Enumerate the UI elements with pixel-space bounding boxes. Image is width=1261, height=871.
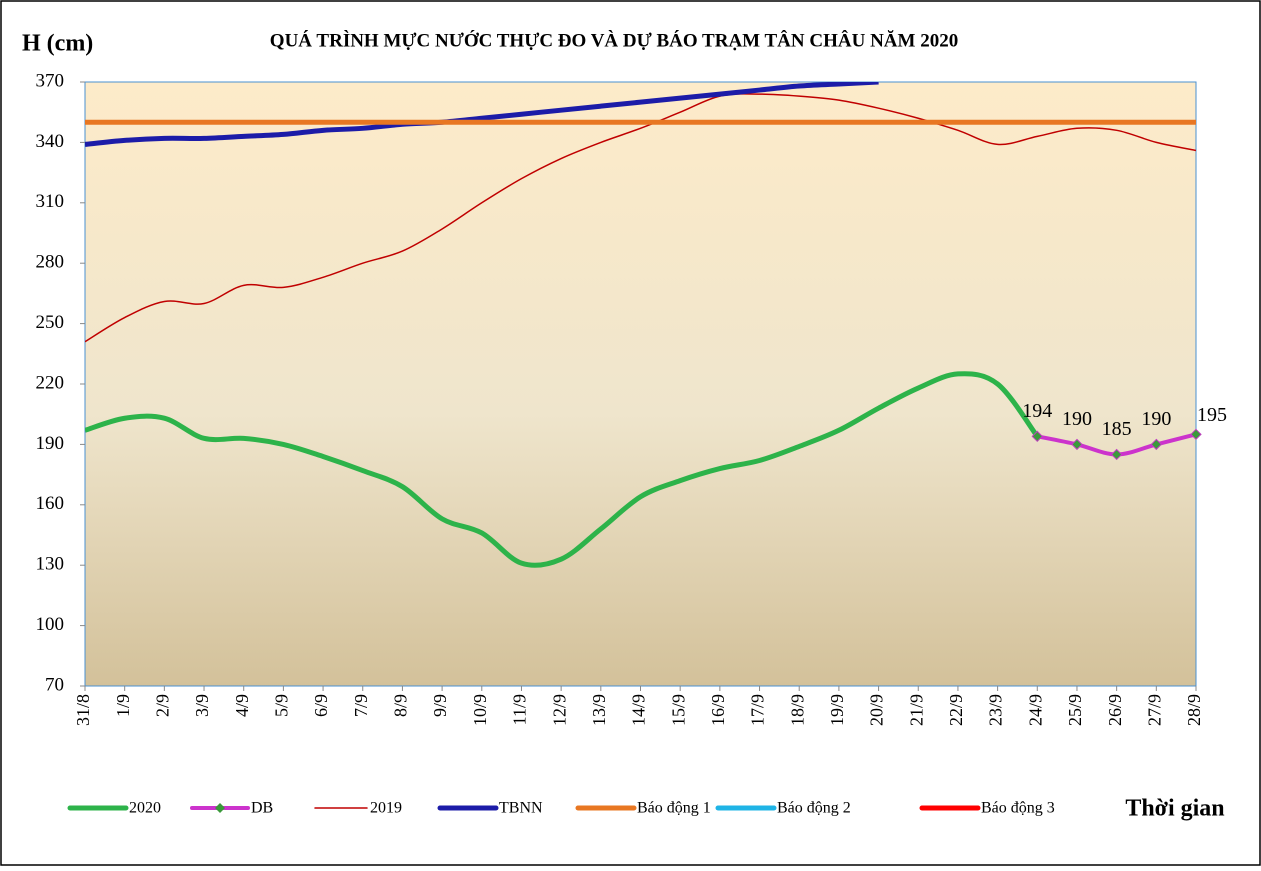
y-tick-label: 220 bbox=[36, 372, 65, 393]
y-tick-label: 160 bbox=[36, 493, 65, 514]
y-tick-label: 100 bbox=[36, 614, 65, 635]
legend-label: DB bbox=[251, 800, 273, 817]
point-marker bbox=[1190, 428, 1202, 441]
x-tick-label: 24/9 bbox=[1025, 694, 1045, 726]
x-tick-label: 10/9 bbox=[470, 694, 490, 726]
x-tick-label: 28/9 bbox=[1184, 694, 1204, 726]
y-tick-label: 280 bbox=[36, 252, 65, 273]
x-tick-label: 23/9 bbox=[986, 694, 1006, 726]
legend-label: 2019 bbox=[370, 800, 402, 817]
y-tick-label: 250 bbox=[36, 312, 65, 333]
legend-label: Báo động 1 bbox=[637, 800, 711, 817]
x-tick-label: 6/9 bbox=[311, 694, 331, 717]
x-tick-label: 8/9 bbox=[391, 694, 411, 717]
x-tick-label: 20/9 bbox=[867, 694, 887, 726]
x-tick-label: 13/9 bbox=[589, 694, 609, 726]
y-tick-label: 130 bbox=[36, 554, 65, 575]
x-tick-label: 31/8 bbox=[73, 694, 93, 726]
point-marker bbox=[1031, 430, 1043, 443]
series-line bbox=[85, 93, 1196, 343]
x-tick-label: 19/9 bbox=[827, 694, 847, 726]
x-tick-label: 21/9 bbox=[906, 694, 926, 726]
x-tick-label: 27/9 bbox=[1144, 694, 1164, 726]
x-tick-label: 11/9 bbox=[510, 694, 530, 725]
legend-label: 2020 bbox=[129, 800, 161, 817]
data-label: 190 bbox=[1062, 408, 1092, 430]
y-tick-label: 190 bbox=[36, 433, 65, 454]
x-tick-label: 16/9 bbox=[708, 694, 728, 726]
x-axis-label: Thời gian bbox=[1125, 796, 1224, 822]
plot-area bbox=[84, 81, 1197, 687]
x-tick-label: 3/9 bbox=[192, 694, 212, 717]
x-tick-label: 17/9 bbox=[748, 694, 768, 726]
data-label: 190 bbox=[1141, 408, 1171, 430]
series-line bbox=[85, 82, 879, 147]
x-tick-label: 26/9 bbox=[1105, 694, 1125, 726]
chart-title: QUÁ TRÌNH MỰC NƯỚC THỰC ĐO VÀ DỰ BÁO TRẠ… bbox=[270, 29, 958, 51]
y-tick-label: 370 bbox=[36, 70, 65, 91]
x-tick-label: 12/9 bbox=[549, 694, 569, 726]
data-label: 194 bbox=[1022, 400, 1052, 422]
point-marker bbox=[1150, 438, 1163, 451]
x-tick-label: 22/9 bbox=[946, 694, 966, 726]
x-tick-label: 2/9 bbox=[152, 694, 172, 717]
x-tick-label: 4/9 bbox=[232, 694, 252, 717]
data-label: 195 bbox=[1197, 404, 1227, 426]
x-tick-label: 9/9 bbox=[430, 694, 450, 717]
x-tick-label: 5/9 bbox=[272, 694, 292, 717]
x-tick-label: 7/9 bbox=[351, 694, 371, 717]
x-tick-label: 1/9 bbox=[113, 694, 133, 717]
x-tick-label: 14/9 bbox=[629, 694, 649, 726]
legend-label: Báo động 3 bbox=[981, 800, 1055, 817]
x-tick-label: 25/9 bbox=[1065, 694, 1085, 726]
y-tick-label: 70 bbox=[45, 674, 64, 695]
legend-marker bbox=[215, 803, 225, 813]
point-marker bbox=[1110, 448, 1123, 461]
series-line bbox=[85, 371, 1040, 568]
point-marker bbox=[1071, 438, 1083, 451]
x-tick-label: 18/9 bbox=[787, 694, 807, 726]
series-group bbox=[85, 82, 1196, 568]
x-tick-label: 15/9 bbox=[668, 694, 688, 726]
legend-label: Báo động 2 bbox=[777, 800, 851, 817]
y-tick-label: 340 bbox=[36, 131, 65, 152]
data-label: 185 bbox=[1102, 418, 1132, 440]
y-tick-label: 310 bbox=[36, 191, 65, 212]
y-axis-label: H (cm) bbox=[22, 31, 93, 57]
legend-label: TBNN bbox=[499, 800, 543, 817]
